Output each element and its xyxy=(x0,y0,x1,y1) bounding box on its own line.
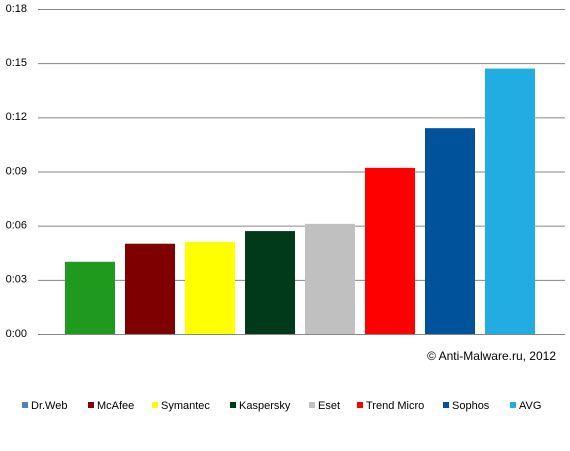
bar xyxy=(185,241,235,334)
annotation: © Anti-Malware.ru, 2012 xyxy=(427,349,556,363)
legend-label: Sophos xyxy=(452,400,490,412)
bar xyxy=(485,68,535,334)
legend-label: Trend Micro xyxy=(366,400,424,412)
bar xyxy=(125,243,175,334)
legend-marker xyxy=(152,402,158,408)
y-tick-label: 0:18 xyxy=(6,3,27,15)
legend-marker xyxy=(443,402,449,408)
y-tick-label: 0:12 xyxy=(6,111,27,123)
legend-marker xyxy=(357,402,363,408)
legend-label: Eset xyxy=(318,400,340,412)
legend-label: McAfee xyxy=(97,400,134,412)
bar xyxy=(425,128,475,334)
bar xyxy=(305,223,355,334)
legend-label: Kaspersky xyxy=(239,400,291,412)
y-tick-label: 0:06 xyxy=(6,220,27,232)
legend-marker xyxy=(309,402,315,408)
y-tick-label: 0:03 xyxy=(6,274,27,286)
legend-marker xyxy=(88,402,94,408)
legend-label: Dr.Web xyxy=(31,400,67,412)
legend-marker xyxy=(510,402,516,408)
y-tick-label: 0:09 xyxy=(6,165,27,177)
bar xyxy=(65,261,115,334)
bar xyxy=(365,167,415,334)
legend-marker xyxy=(22,402,28,408)
y-tick-label: 0:15 xyxy=(6,57,27,69)
legend-label: AVG xyxy=(519,400,541,412)
y-tick-label: 0:00 xyxy=(6,328,27,340)
legend-label: Symantec xyxy=(161,400,210,412)
bar xyxy=(245,231,295,334)
legend-marker xyxy=(230,402,236,408)
